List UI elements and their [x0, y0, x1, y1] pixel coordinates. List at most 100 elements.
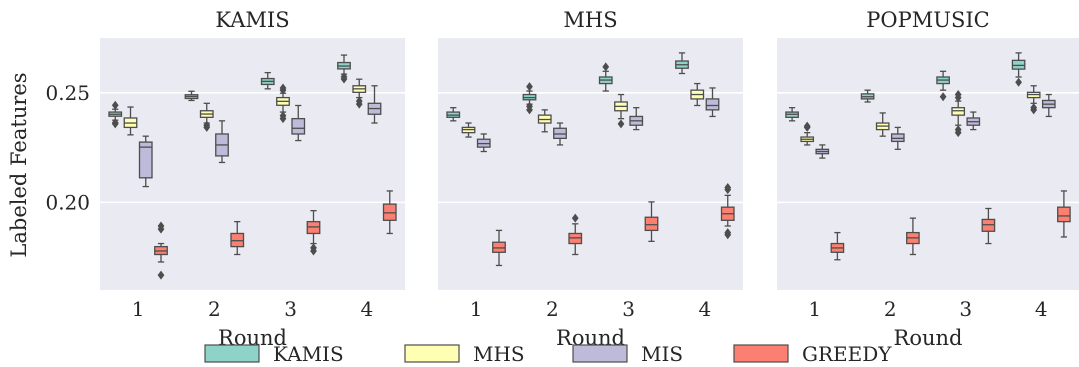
box-greedy: [230, 220, 245, 256]
box-greedy: [306, 210, 321, 256]
panel-title: POPMUSIC: [866, 8, 989, 32]
outlier-point: [724, 230, 732, 240]
x-tick-label: 2: [546, 297, 559, 321]
outlier-point: [526, 105, 533, 115]
outlier-point: [355, 99, 363, 109]
box-kamis: [260, 71, 275, 90]
outlier-point: [1015, 77, 1022, 87]
box-mhs: [537, 109, 552, 133]
x-tick-label: 3: [622, 297, 635, 321]
legend-swatch: [572, 344, 628, 363]
box-greedy: [492, 229, 506, 267]
box-kamis: [522, 82, 537, 115]
x-axis-label: Round: [894, 326, 963, 350]
iqr-box: [705, 98, 720, 111]
legend-item-greedy: GREEDY: [733, 342, 892, 366]
legend-label: KAMIS: [273, 342, 344, 366]
outlier-point: [340, 72, 348, 82]
outlier-point: [954, 93, 962, 103]
box-kamis: [785, 107, 799, 122]
outlier-point: [526, 82, 533, 92]
iqr-box: [890, 133, 905, 143]
box-mhs: [614, 93, 628, 129]
x-tick-label: 3: [959, 297, 972, 321]
box-mhs: [276, 83, 290, 124]
box-mis: [553, 122, 567, 146]
panel-title: MHS: [563, 8, 617, 32]
box-mis: [138, 135, 153, 188]
box-mis: [476, 133, 491, 153]
outlier-point: [1030, 105, 1038, 115]
box-mhs: [123, 106, 138, 136]
outlier-point: [571, 213, 579, 223]
outlier-point: [617, 119, 625, 129]
box-greedy: [830, 231, 845, 261]
box-kamis: [936, 70, 950, 102]
legend-swatch: [733, 344, 789, 363]
iqr-box: [568, 232, 583, 245]
iqr-box: [138, 141, 153, 179]
x-tick-label: 4: [1035, 297, 1048, 321]
plot-area: [777, 38, 1079, 290]
iqr-box: [1011, 59, 1026, 70]
outlier-point: [939, 92, 947, 102]
box-mis: [367, 85, 382, 124]
box-kamis: [108, 100, 123, 129]
box-mis: [815, 144, 830, 159]
y-axis-label: Labeled Features: [7, 72, 31, 257]
outlier-point: [111, 119, 119, 129]
box-mhs: [461, 122, 476, 138]
box-greedy: [382, 190, 397, 235]
box-greedy: [154, 221, 168, 280]
panel-popmusic: POPMUSIC 1 2 3 4 Round: [777, 8, 1079, 350]
box-greedy: [568, 213, 583, 256]
outlier-point: [279, 85, 287, 95]
x-tick-label: 1: [132, 297, 145, 321]
outlier-point: [724, 185, 732, 195]
legend-label: MIS: [641, 342, 683, 366]
x-tick-label: 1: [808, 297, 821, 321]
box-kamis: [860, 89, 875, 103]
legend-swatch: [404, 344, 460, 363]
x-tick-label: 4: [361, 297, 374, 321]
outlier-point: [279, 114, 287, 124]
outlier-point: [203, 122, 211, 132]
box-mhs: [800, 121, 815, 146]
x-tick-label: 3: [284, 297, 297, 321]
x-tick-label: 4: [699, 297, 712, 321]
box-mhs: [690, 82, 705, 107]
box-kamis: [446, 107, 461, 122]
box-kamis: [1011, 52, 1026, 87]
box-greedy: [981, 207, 996, 245]
plot-area: [438, 38, 743, 290]
box-mis: [890, 126, 905, 150]
x-tick-label: 2: [884, 297, 897, 321]
box-mis: [629, 107, 644, 131]
box-greedy: [1057, 190, 1071, 238]
legend-label: GREEDY: [802, 342, 892, 366]
iqr-box: [1057, 206, 1071, 223]
box-mhs: [1026, 85, 1041, 115]
y-tick-label: 0.25: [45, 81, 90, 105]
outlier-point: [602, 62, 610, 72]
box-kamis: [184, 90, 199, 102]
legend-item-mhs: MHS: [404, 342, 525, 366]
outlier-point: [954, 128, 962, 138]
outlier-point: [111, 100, 119, 110]
iqr-box: [553, 127, 567, 140]
iqr-box: [951, 107, 966, 116]
iqr-box: [230, 232, 245, 248]
legend: KAMIS MHS MIS GREEDY: [204, 342, 892, 366]
box-kamis: [598, 62, 613, 92]
iqr-box: [981, 218, 996, 232]
box-mhs: [199, 102, 214, 132]
box-greedy: [720, 182, 735, 240]
box-mhs: [352, 78, 367, 109]
box-kamis: [675, 52, 689, 75]
iqr-box: [291, 117, 306, 135]
box-mhs: [951, 90, 966, 138]
x-tick-label: 2: [208, 297, 221, 321]
box-greedy: [906, 217, 920, 256]
